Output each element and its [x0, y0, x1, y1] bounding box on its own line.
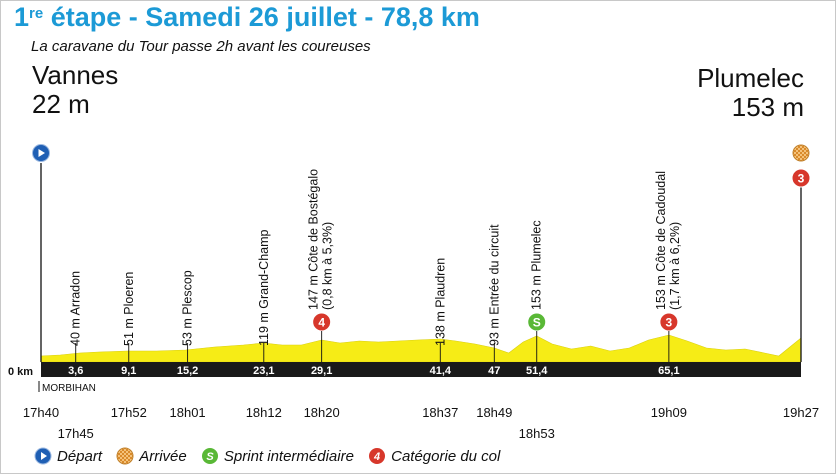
waypoint-km: 9,1: [121, 365, 136, 377]
sprint-icon: S: [201, 448, 218, 464]
waypoint-label: 147 m Côte de Bostégalo: [307, 169, 321, 310]
finish-climb-badge-label: 3: [798, 172, 805, 186]
waypoint-time: 18h01: [170, 405, 206, 420]
waypoint-label: 119 m Grand-Champ: [257, 229, 271, 346]
waypoint-time: 18h49: [476, 405, 512, 420]
start-time: 17h40: [23, 405, 59, 420]
waypoint-km: 23,1: [253, 365, 274, 377]
climb-category-icon: 4: [369, 448, 386, 464]
finish-altitude: 153 m: [731, 92, 804, 122]
distance-bar: [41, 362, 801, 377]
stage-subtitle: La caravane du Tour passe 2h avant les c…: [31, 38, 371, 55]
waypoint-km: 51,4: [526, 365, 548, 377]
stage-title-text: étape - Samedi 26 juillet - 78,8 km: [43, 2, 480, 32]
legend-arrivee: Arrivée: [116, 447, 187, 465]
legend-depart-label: Départ: [57, 447, 103, 465]
waypoint-km: 65,1: [658, 365, 679, 377]
legend-categorie: 4 Catégorie du col: [368, 447, 500, 465]
waypoint-time: 17h45: [58, 426, 94, 441]
legend-sprint: S Sprint intermédiaire: [201, 447, 354, 465]
terrain-profile: [40, 334, 802, 363]
finish-flag-icon: [792, 144, 810, 162]
legend-sprint-label: Sprint intermédiaire: [223, 447, 354, 465]
waypoint-badge-label: S: [533, 316, 541, 330]
waypoint-time: 19h09: [651, 405, 687, 420]
stage-title: 1re étape - Samedi 26 juillet - 78,8 km: [14, 2, 480, 33]
waypoint-km: 3,6: [68, 365, 83, 377]
finish-climb-badge: [791, 168, 811, 188]
start-icon-arrow: [38, 149, 45, 157]
waypoint-label-detail: (1,7 km à 6,2%): [668, 222, 682, 310]
finish-flag-icon: [116, 447, 134, 465]
waypoint-badge-label: 3: [666, 316, 673, 330]
waypoint-badge-label: 4: [318, 316, 325, 330]
waypoint-time: 18h12: [246, 405, 282, 420]
stage-number: 1: [14, 2, 30, 32]
waypoint-time: 17h52: [111, 405, 147, 420]
svg-text:S: S: [206, 451, 214, 463]
stage-number-suffix: re: [29, 5, 44, 22]
finish-time: 19h27: [783, 405, 819, 420]
waypoint-label: 153 m Côte de Cadoudal: [654, 171, 668, 310]
legend-arrivee-label: Arrivée: [139, 447, 187, 465]
legend: Départ Arrivée S Sprint intermédiaire 4 …: [34, 447, 510, 469]
department-label: MORBIHAN: [42, 383, 96, 394]
waypoint-label: 53 m Plescop: [181, 270, 195, 346]
depart-icon: [34, 447, 52, 465]
waypoint-label: 40 m Arradon: [69, 271, 83, 346]
start-altitude: 22 m: [32, 89, 90, 119]
waypoint-label-detail: (0,8 km à 5,3%): [321, 222, 335, 310]
waypoint-label: 51 m Ploeren: [122, 272, 136, 346]
finish-town: Plumelec: [697, 63, 804, 93]
legend-categorie-label: Catégorie du col: [391, 447, 501, 465]
waypoint-label: 138 m Plaudren: [433, 258, 447, 346]
waypoint-km: 47: [488, 365, 500, 377]
waypoint-km: 15,2: [177, 365, 198, 377]
waypoint-time: 18h53: [519, 426, 555, 441]
waypoint-label: 93 m Entrée du circuit: [487, 224, 501, 346]
waypoint-label: 153 m Plumelec: [530, 220, 544, 310]
waypoint-km: 29,1: [311, 365, 332, 377]
baseline-label: 0 km: [8, 366, 33, 378]
waypoint-km: 41,4: [430, 365, 452, 377]
legend-depart: Départ: [34, 447, 102, 465]
svg-text:4: 4: [373, 451, 380, 463]
waypoint-time: 18h20: [304, 405, 340, 420]
waypoint-time: 18h37: [422, 405, 458, 420]
start-town: Vannes: [32, 60, 119, 90]
